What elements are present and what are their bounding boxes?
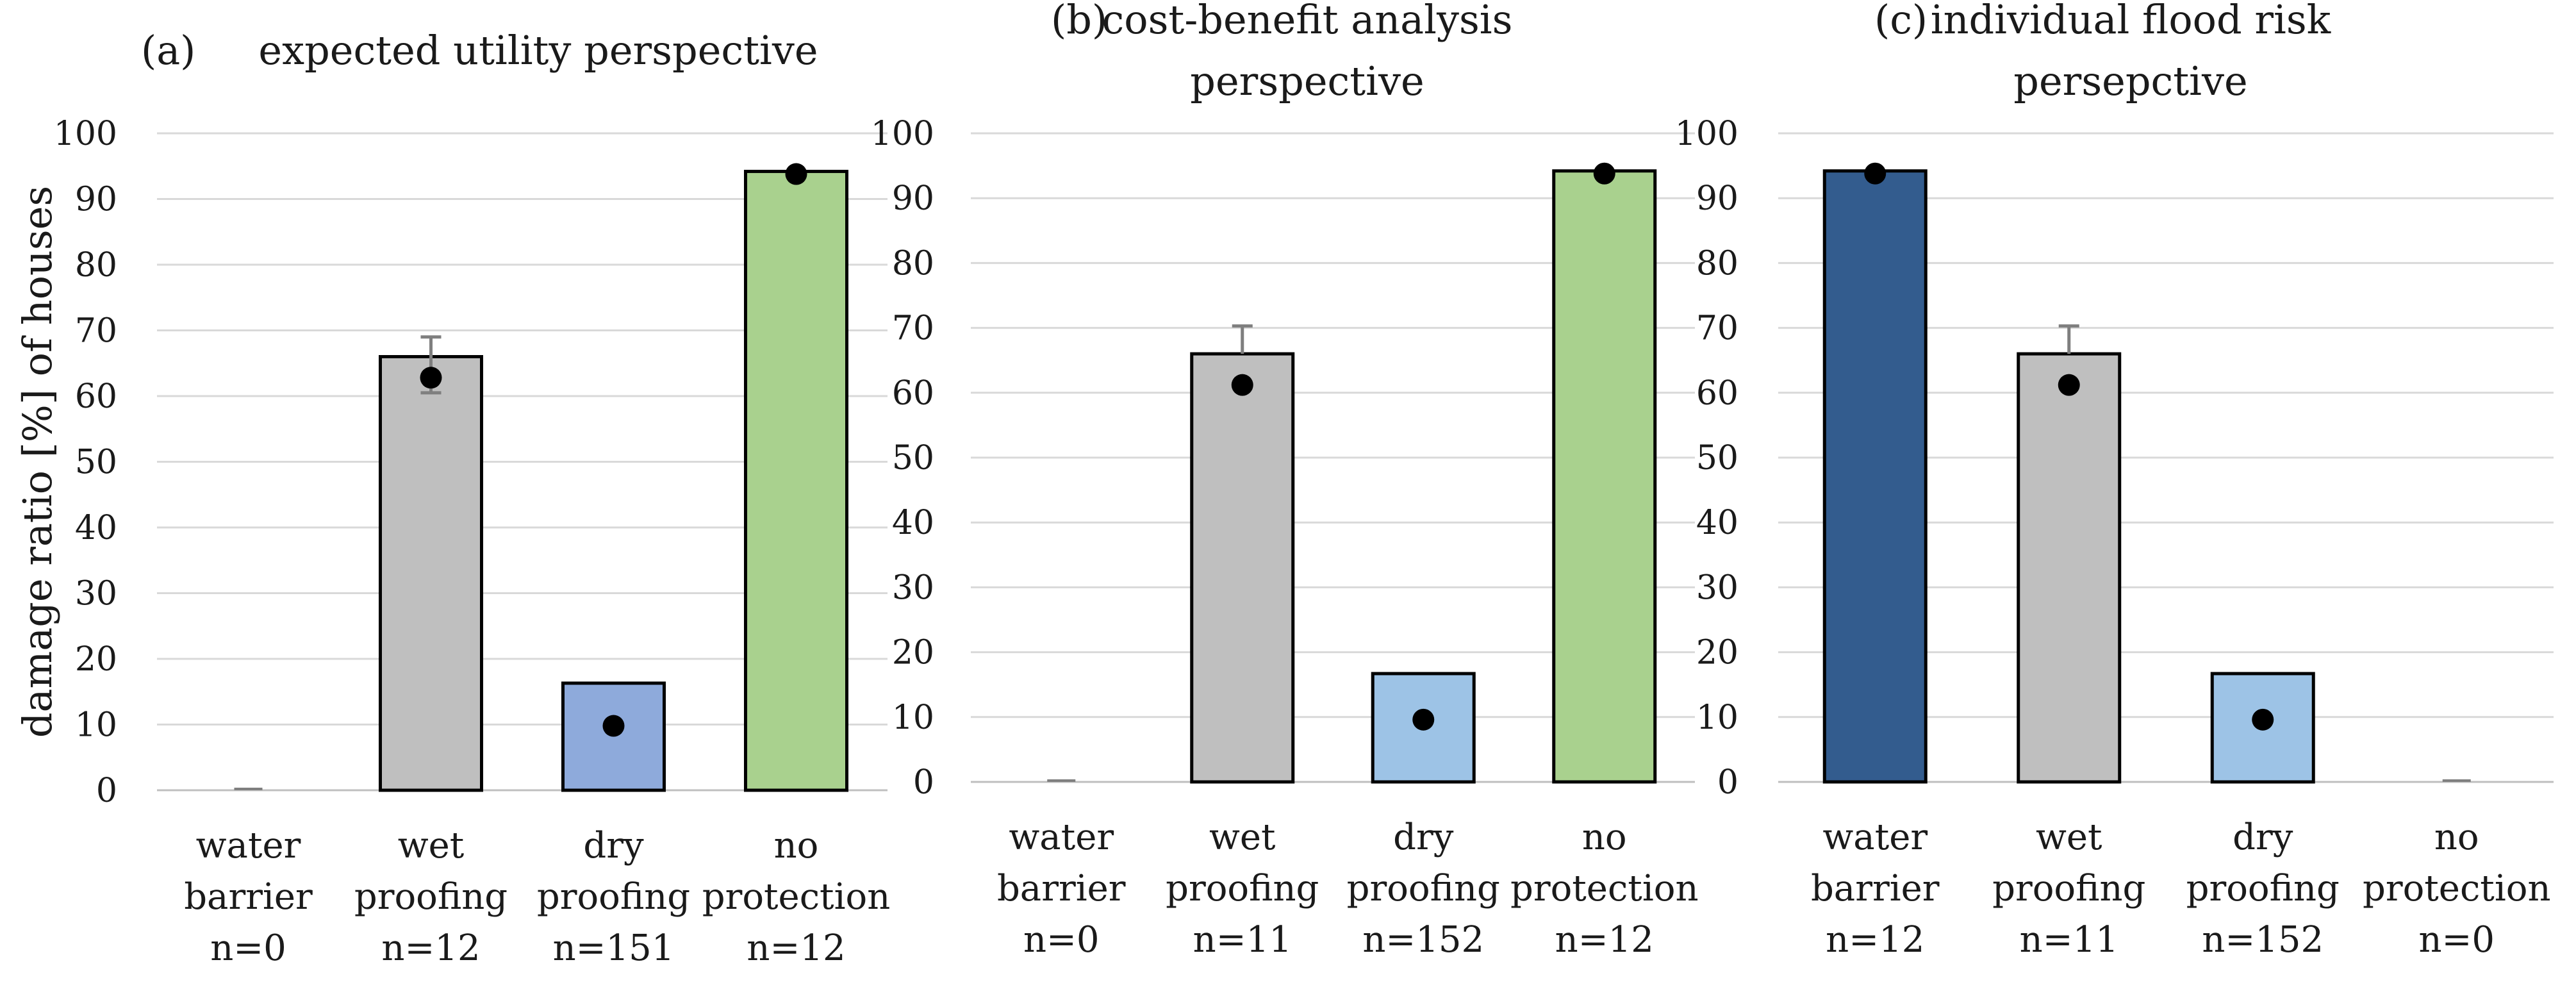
- panel-title-prefix: (b): [1051, 0, 1107, 43]
- y-tick-label: 30: [1696, 568, 1738, 607]
- category-label: proofing: [1992, 868, 2145, 909]
- category-label: protection: [2363, 868, 2551, 909]
- category-label: no: [1582, 817, 1627, 858]
- panel-title: persepctive: [2013, 58, 2247, 104]
- category-count-label: n=12: [381, 927, 480, 969]
- data-point: [1231, 374, 1253, 396]
- y-tick-label: 80: [75, 246, 117, 285]
- category-count-label: n=151: [553, 927, 675, 969]
- category-count-label: n=0: [1023, 919, 1100, 961]
- y-tick-label: 50: [75, 444, 117, 482]
- data-point: [785, 163, 807, 185]
- y-tick-label: 20: [75, 640, 117, 679]
- category-count-label: n=0: [210, 927, 286, 969]
- bar: [1822, 169, 1928, 784]
- category-label: protection: [1510, 868, 1699, 909]
- bar: [1552, 169, 1657, 784]
- category-label: barrier: [184, 876, 313, 918]
- category-label: dry: [2233, 817, 2293, 858]
- panel-title: perspective: [1190, 58, 1424, 104]
- y-tick-label: 50: [892, 439, 934, 477]
- y-tick-label: 80: [892, 244, 934, 283]
- chart-panel-c: 0 10 20 30 40 50 60 70 80 90 100 (c) individual floo…: [1675, 0, 2554, 961]
- y-tick-label: 90: [75, 181, 117, 219]
- data-point: [1593, 162, 1615, 185]
- category-count-label: n=12: [1826, 919, 1924, 961]
- data-point: [602, 715, 625, 737]
- y-tick-label: 40: [892, 504, 934, 542]
- y-tick-label: 90: [892, 179, 934, 218]
- panel-title: expected utility perspective: [258, 27, 818, 74]
- panel-title: individual flood risk: [1931, 0, 2331, 43]
- y-tick-label: 70: [892, 310, 934, 348]
- category-label: proofing: [537, 876, 690, 918]
- y-tick-label: 70: [1696, 310, 1738, 348]
- category-label: water: [1822, 817, 1928, 858]
- y-tick-label: 10: [1696, 699, 1738, 737]
- category-count-label: n=152: [1362, 919, 1484, 961]
- y-tick-label: 10: [75, 706, 117, 745]
- data-point: [2252, 708, 2274, 731]
- bar: [2017, 352, 2122, 784]
- bar: [379, 355, 483, 792]
- category-count-label: n=0: [2418, 919, 2495, 961]
- y-tick-label: 30: [75, 575, 117, 613]
- category-label: water: [1009, 817, 1114, 858]
- y-tick-label: 10: [892, 699, 934, 737]
- y-tick-label: 100: [871, 115, 934, 153]
- category-label: dry: [1393, 817, 1454, 858]
- y-tick-label: 60: [892, 374, 934, 413]
- y-tick-label: 20: [892, 634, 934, 672]
- bar: [744, 169, 848, 792]
- data-point: [420, 367, 442, 389]
- category-count-label: n=152: [2202, 919, 2324, 961]
- y-tick-label: 20: [1696, 634, 1738, 672]
- category-count-label: n=11: [1193, 919, 1292, 961]
- y-tick-label: 90: [1696, 179, 1738, 218]
- y-tick-label: 100: [1675, 115, 1738, 153]
- chart-panel-a: 0 10 20 30 40 50 60 70 80 90 100 (a) expected utilit…: [14, 27, 890, 969]
- bar: [1190, 352, 1295, 784]
- y-tick-label: 30: [892, 568, 934, 607]
- category-count-label: n=12: [1555, 919, 1654, 961]
- category-label: proofing: [1347, 868, 1500, 909]
- panel-title-prefix: (a): [141, 27, 195, 74]
- category-label: wet: [1209, 817, 1276, 858]
- category-label: water: [196, 825, 301, 867]
- y-axis-label: damage ratio [%] of houses: [14, 186, 61, 738]
- data-point: [2058, 374, 2080, 396]
- category-count-label: n=11: [2020, 919, 2118, 961]
- y-tick-label: 0: [1717, 763, 1738, 802]
- y-tick-label: 50: [1696, 439, 1738, 477]
- category-count-label: n=12: [747, 927, 845, 969]
- category-label: protection: [702, 876, 891, 918]
- category-label: no: [2434, 817, 2479, 858]
- data-point: [1412, 708, 1435, 731]
- y-tick-label: 80: [1696, 244, 1738, 283]
- y-tick-label: 60: [1696, 374, 1738, 413]
- chart-panel-b: 0 10 20 30 40 50 60 70 80 90 100 (b)cost-benefit an…: [871, 0, 1699, 961]
- y-tick-label: 100: [54, 115, 117, 153]
- y-tick-label: 40: [75, 509, 117, 547]
- category-label: proofing: [2186, 868, 2340, 909]
- panel-title: cost-benefit analysis: [1102, 0, 1513, 43]
- y-tick-label: 0: [913, 763, 934, 802]
- category-label: proofing: [1166, 868, 1319, 909]
- category-label: barrier: [1811, 868, 1940, 909]
- category-label: wet: [398, 825, 465, 867]
- category-label: dry: [583, 825, 644, 867]
- y-tick-label: 40: [1696, 504, 1738, 542]
- category-label: proofing: [354, 876, 508, 918]
- y-tick-label: 60: [75, 377, 117, 416]
- category-label: barrier: [997, 868, 1126, 909]
- category-label: no: [774, 825, 819, 867]
- data-point: [1864, 162, 1887, 185]
- y-tick-label: 70: [75, 312, 117, 351]
- category-label: wet: [2036, 817, 2102, 858]
- panel-title-prefix: (c): [1874, 0, 1928, 43]
- y-tick-label: 0: [96, 772, 117, 810]
